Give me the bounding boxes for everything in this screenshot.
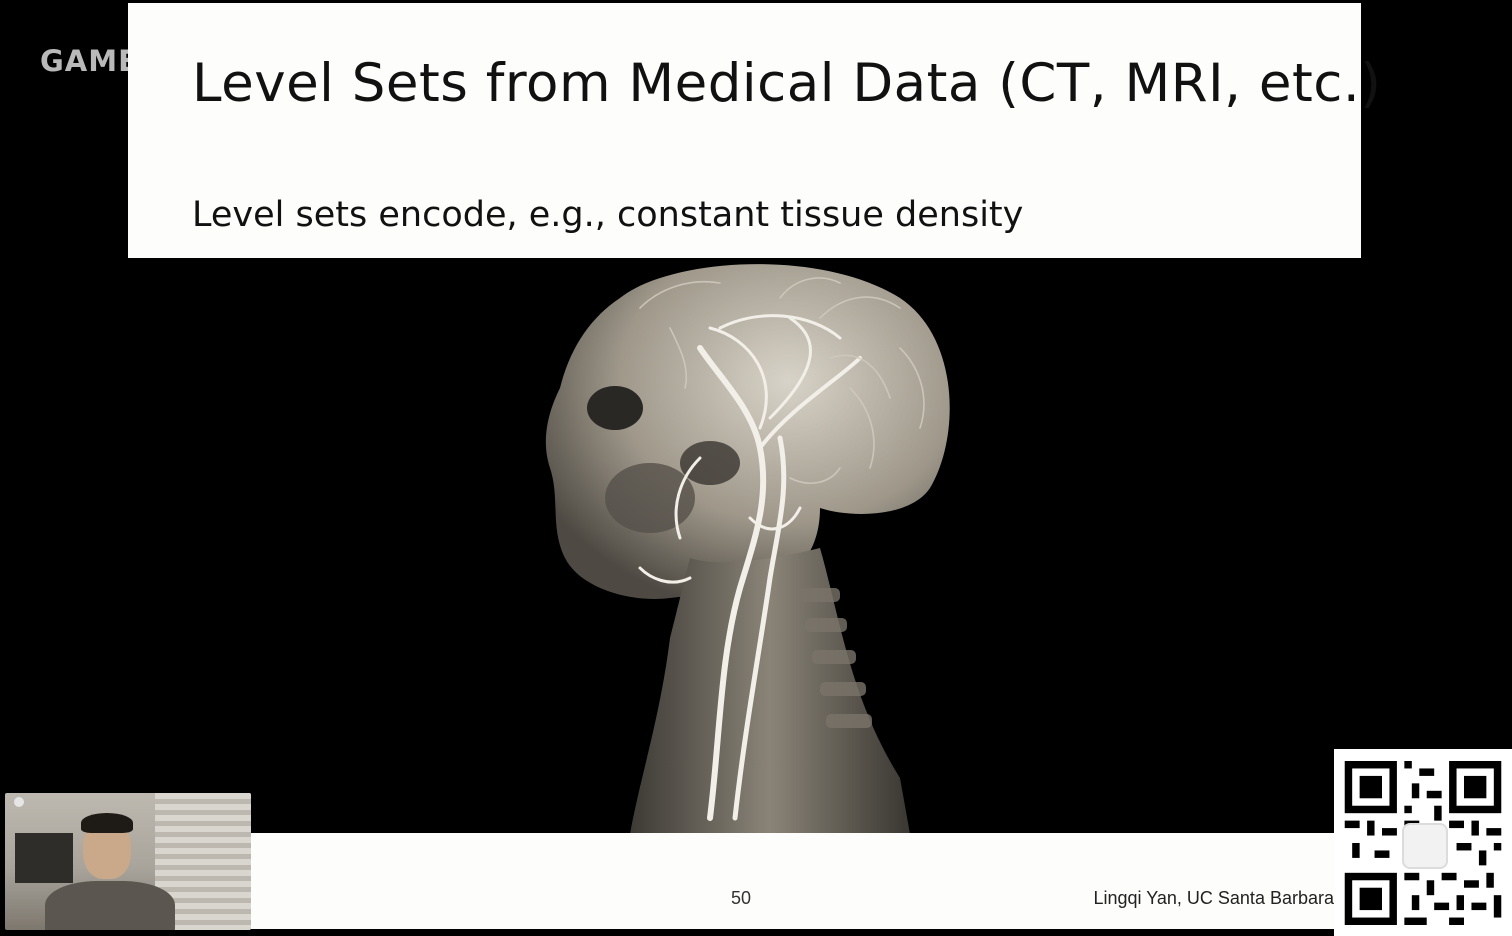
webcam-background-monitor bbox=[15, 833, 73, 883]
ct-scan-image bbox=[545, 264, 950, 834]
presenter-hair bbox=[81, 813, 133, 833]
slide-page-number: 50 bbox=[731, 888, 752, 908]
slide-title-panel: Level Sets from Medical Data (CT, MRI, e… bbox=[128, 3, 1381, 258]
slide-author: Lingqi Yan, UC Santa Barbara bbox=[1093, 888, 1335, 908]
presenter-webcam bbox=[5, 793, 251, 930]
qr-code-pattern bbox=[1344, 761, 1502, 925]
slide-subtitle: Level sets encode, e.g., constant tissue… bbox=[192, 195, 1024, 235]
slide-title: Level Sets from Medical Data (CT, MRI, e… bbox=[192, 53, 1382, 114]
webcam-indicator-icon bbox=[14, 797, 24, 807]
presenter-body bbox=[45, 881, 175, 930]
qr-code-icon bbox=[1334, 749, 1512, 936]
slide-footer: 50 Lingqi Yan, UC Santa Barbara bbox=[251, 833, 1334, 929]
qr-center-logo-icon bbox=[1402, 823, 1448, 869]
